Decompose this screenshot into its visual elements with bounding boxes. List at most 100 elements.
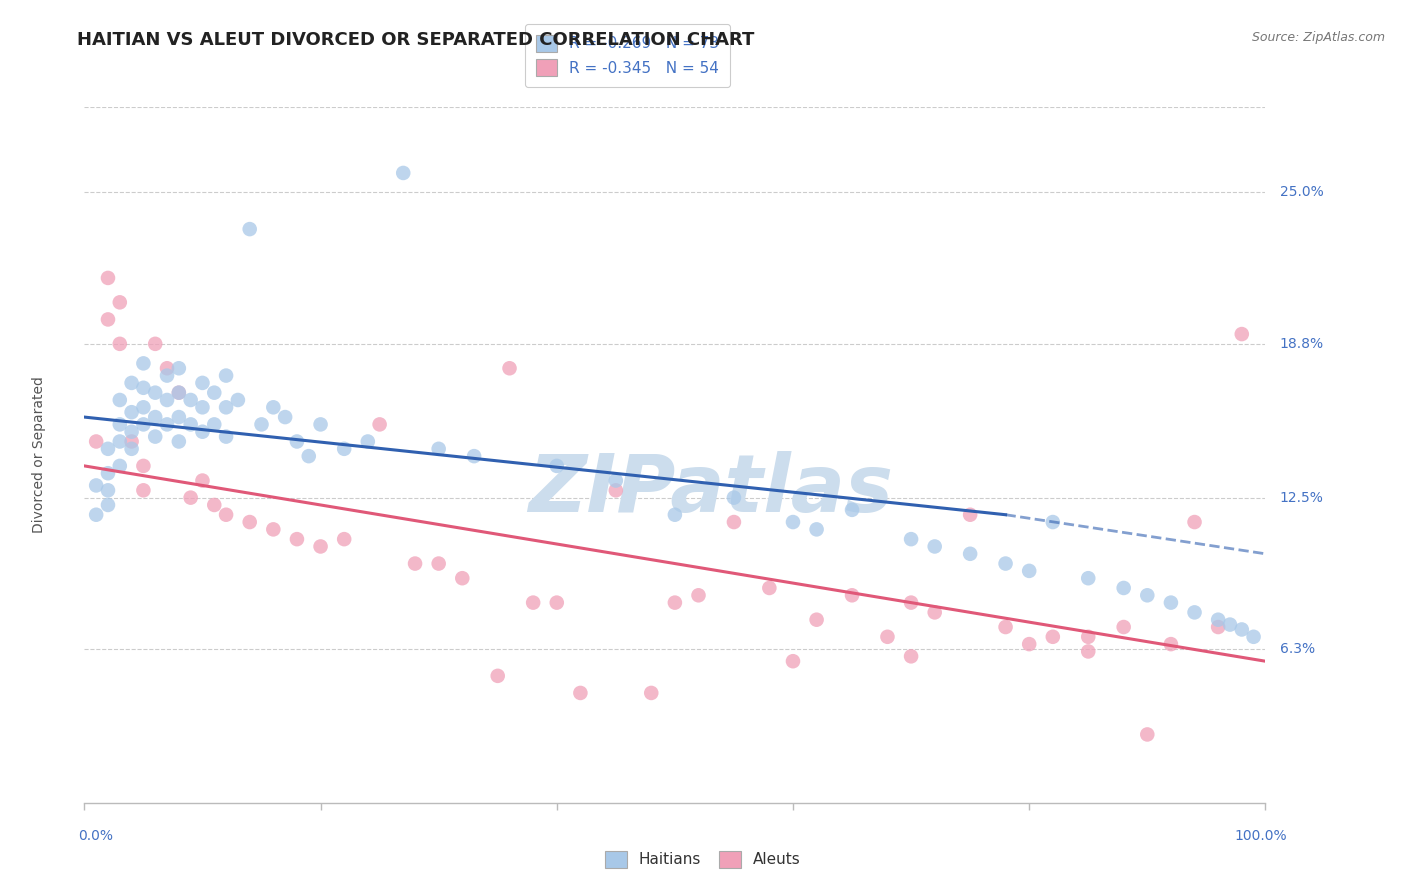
Text: ZIPatlas: ZIPatlas (527, 450, 893, 529)
Text: HAITIAN VS ALEUT DIVORCED OR SEPARATED CORRELATION CHART: HAITIAN VS ALEUT DIVORCED OR SEPARATED C… (77, 31, 755, 49)
Point (143, 410, 166, 425)
Point (84, 434, 107, 449)
Point (191, 376, 214, 390)
Text: Source: ZipAtlas.com: Source: ZipAtlas.com (1251, 31, 1385, 45)
Point (180, 491, 202, 505)
Point (132, 417, 155, 432)
Point (1219, 617, 1241, 632)
Point (427, 557, 450, 571)
Point (262, 522, 284, 536)
Point (97, 442, 120, 456)
Point (132, 483, 155, 498)
Point (1077, 571, 1099, 585)
Point (143, 429, 166, 443)
Point (191, 425, 214, 439)
Point (1184, 515, 1206, 529)
Point (1230, 623, 1253, 637)
Point (108, 295, 131, 310)
Point (97, 312, 120, 326)
Point (250, 417, 273, 432)
Point (132, 381, 155, 395)
Point (143, 385, 166, 400)
Point (132, 401, 155, 415)
Point (215, 401, 238, 415)
Point (191, 401, 214, 415)
Point (994, 620, 1017, 634)
Point (1042, 515, 1064, 529)
Point (215, 368, 238, 383)
Point (215, 429, 238, 443)
Point (1136, 588, 1159, 602)
Point (121, 425, 143, 439)
Point (959, 508, 981, 522)
Point (121, 376, 143, 390)
Point (994, 557, 1017, 571)
Text: 6.3%: 6.3% (1279, 642, 1315, 656)
Point (167, 434, 190, 449)
Point (309, 540, 332, 554)
Point (959, 547, 981, 561)
Point (392, 166, 415, 180)
Point (605, 483, 627, 498)
Point (97, 483, 120, 498)
Point (1112, 581, 1135, 595)
Text: 12.5%: 12.5% (1279, 491, 1323, 505)
Point (97, 498, 120, 512)
Point (841, 503, 863, 517)
Point (486, 669, 509, 683)
Point (806, 613, 828, 627)
Point (723, 515, 745, 529)
Point (121, 434, 143, 449)
Point (108, 417, 131, 432)
Point (1018, 637, 1040, 651)
Point (97, 467, 120, 481)
Point (924, 540, 946, 554)
Point (569, 686, 592, 700)
Point (180, 392, 202, 407)
Point (1136, 727, 1159, 741)
Point (900, 596, 922, 610)
Point (463, 449, 485, 463)
Point (1160, 596, 1182, 610)
Point (1077, 630, 1099, 644)
Text: 0.0%: 0.0% (79, 830, 114, 843)
Point (156, 361, 179, 376)
Point (132, 356, 155, 370)
Point (309, 417, 332, 432)
Point (108, 458, 131, 473)
Point (451, 571, 474, 585)
Point (167, 410, 190, 425)
Legend: R = -0.269   N = 73, R = -0.345   N = 54: R = -0.269 N = 73, R = -0.345 N = 54 (524, 24, 730, 87)
Text: 18.8%: 18.8% (1279, 337, 1323, 351)
Point (156, 368, 179, 383)
Point (262, 401, 284, 415)
Point (605, 474, 627, 488)
Point (900, 649, 922, 664)
Point (782, 515, 804, 529)
Point (132, 458, 155, 473)
Point (143, 336, 166, 351)
Point (1206, 620, 1229, 634)
Point (1042, 630, 1064, 644)
Point (1184, 606, 1206, 620)
Point (664, 508, 686, 522)
Point (202, 498, 225, 512)
Point (806, 522, 828, 536)
Point (1243, 630, 1265, 644)
Text: 25.0%: 25.0% (1279, 186, 1323, 200)
Point (900, 532, 922, 546)
Point (285, 532, 308, 546)
Point (1160, 637, 1182, 651)
Point (782, 654, 804, 668)
Point (688, 588, 710, 602)
Point (876, 630, 898, 644)
Point (333, 532, 356, 546)
Point (121, 405, 143, 419)
Point (215, 508, 238, 522)
Text: Divorced or Separated: Divorced or Separated (32, 376, 46, 533)
Point (498, 361, 520, 376)
Point (156, 417, 179, 432)
Point (202, 417, 225, 432)
Point (298, 449, 321, 463)
Text: 100.0%: 100.0% (1234, 830, 1286, 843)
